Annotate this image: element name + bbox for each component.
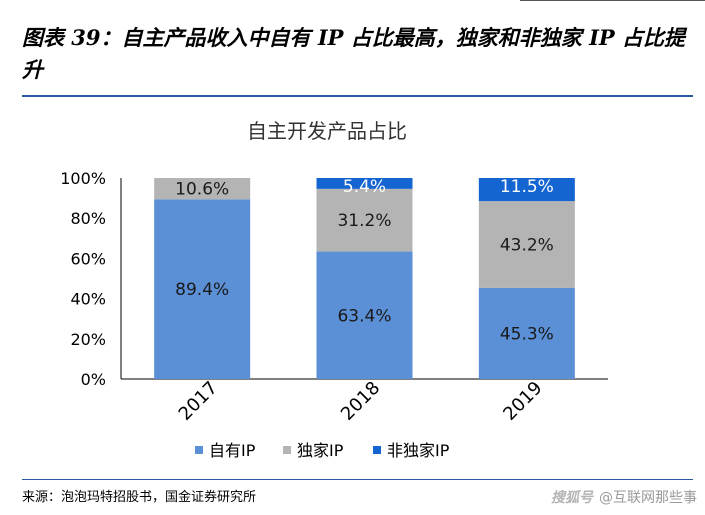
y-tick-label: 0% — [81, 370, 106, 389]
data-label: 63.4% — [337, 306, 391, 326]
source-divider — [22, 479, 693, 480]
source-note: 来源：泡泡玛特招股书，国金证券研究所 — [22, 490, 257, 505]
data-label: 11.5% — [500, 177, 554, 197]
data-label: 5.4% — [343, 177, 386, 197]
title-divider — [22, 95, 693, 97]
legend-swatch-非独家IP — [373, 446, 381, 454]
x-tick-label: 2019 — [499, 377, 546, 424]
bar-segment-2019-自有IP — [478, 287, 575, 379]
bar-segment-2017-自有IP — [154, 199, 251, 379]
y-tick-label: 60% — [70, 249, 106, 268]
data-label: 43.2% — [500, 236, 554, 256]
bar-segment-2018-自有IP — [316, 251, 413, 379]
bar-segment-2018-独家IP — [316, 188, 413, 252]
bar-segment-2019-非独家IP — [478, 178, 575, 202]
chart-title: 自主开发产品占比 — [247, 119, 407, 143]
watermark-logo: 搜狐号 — [551, 490, 593, 506]
legend-label: 独家IP — [297, 441, 344, 460]
legend-swatch-独家IP — [283, 446, 291, 454]
data-label: 89.4% — [175, 280, 229, 300]
bar-segment-2017-独家IP — [154, 178, 251, 200]
legend-label: 自有IP — [209, 441, 256, 460]
watermark-text: @互联网那些事 — [599, 490, 697, 506]
legend-swatch-自有IP — [195, 446, 203, 454]
figure-title: 图表 39：自主产品收入中自有 IP 占比最高，独家和非独家 IP 占比提升 — [22, 25, 686, 82]
x-tick-label: 2017 — [175, 377, 222, 424]
y-tick-label: 20% — [70, 330, 106, 349]
y-tick-label: 100% — [60, 169, 106, 188]
data-label: 10.6% — [175, 180, 229, 200]
x-tick-label: 2018 — [337, 377, 384, 424]
legend-label: 非独家IP — [387, 441, 450, 460]
data-label: 31.2% — [337, 211, 391, 231]
y-tick-label: 40% — [70, 290, 106, 309]
top-rule-fragment — [520, 0, 705, 1]
data-label: 45.3% — [500, 324, 554, 344]
watermark: 搜狐号 @互联网那些事 — [551, 487, 697, 507]
bar-segment-2018-非独家IP — [316, 178, 413, 189]
y-tick-label: 80% — [70, 209, 106, 228]
bar-segment-2019-独家IP — [478, 201, 575, 288]
